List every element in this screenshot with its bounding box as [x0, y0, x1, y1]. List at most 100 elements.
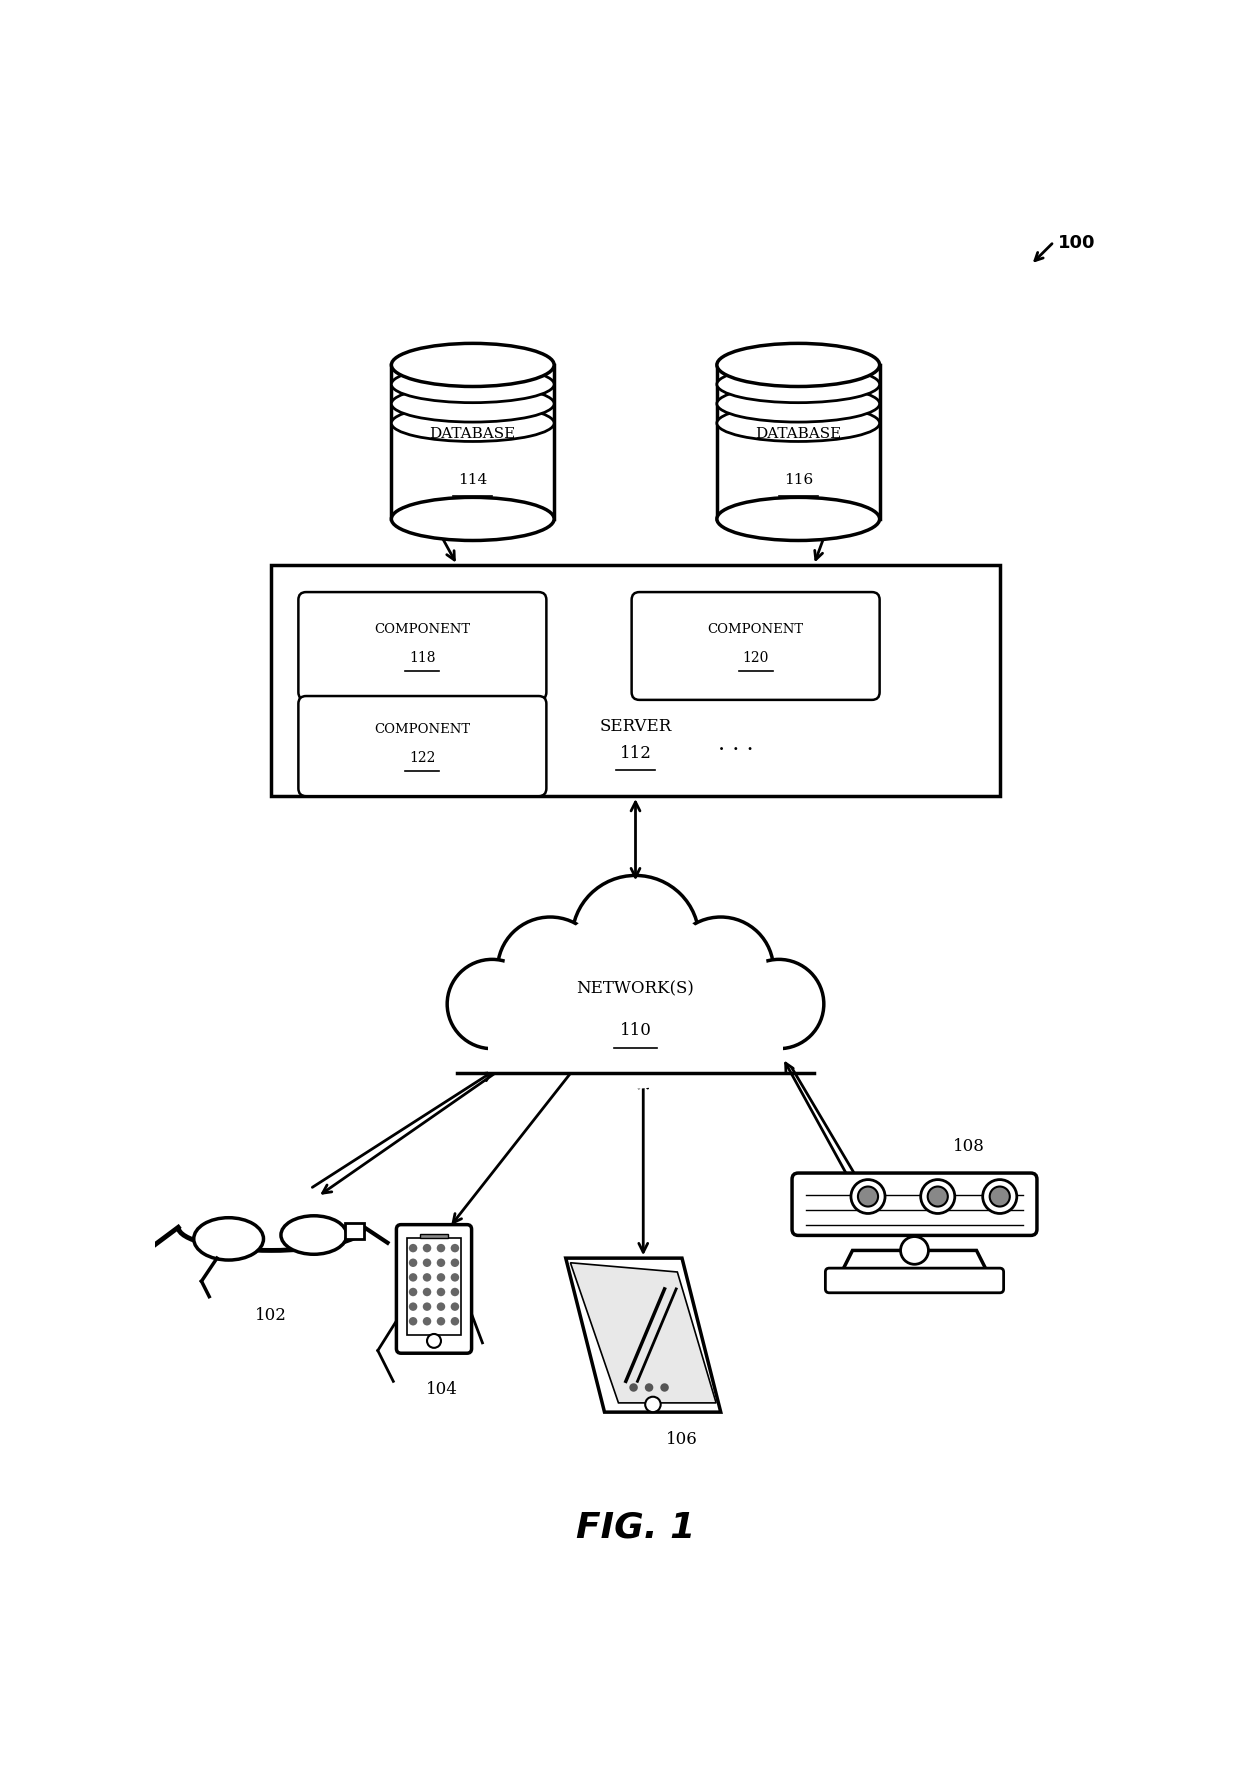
- Polygon shape: [565, 1258, 720, 1413]
- Bar: [420, 1233, 448, 1239]
- Ellipse shape: [193, 1217, 263, 1260]
- Polygon shape: [717, 364, 879, 519]
- Circle shape: [409, 1272, 418, 1281]
- Text: NETWORK(S): NETWORK(S): [577, 981, 694, 997]
- Circle shape: [423, 1244, 432, 1253]
- Polygon shape: [345, 1224, 365, 1239]
- Ellipse shape: [392, 405, 554, 441]
- Circle shape: [450, 1288, 459, 1295]
- Circle shape: [503, 924, 596, 1015]
- Circle shape: [645, 1397, 661, 1413]
- Circle shape: [739, 965, 818, 1043]
- Circle shape: [851, 1180, 885, 1214]
- Circle shape: [423, 1317, 432, 1326]
- Circle shape: [657, 976, 754, 1072]
- Circle shape: [675, 924, 768, 1015]
- Text: DATABASE: DATABASE: [755, 426, 842, 441]
- Circle shape: [523, 981, 608, 1064]
- Circle shape: [423, 1272, 432, 1281]
- Ellipse shape: [717, 405, 879, 441]
- Ellipse shape: [717, 366, 879, 403]
- Circle shape: [668, 917, 774, 1022]
- FancyBboxPatch shape: [299, 697, 547, 796]
- Circle shape: [409, 1288, 418, 1295]
- Ellipse shape: [392, 366, 554, 403]
- Circle shape: [436, 1272, 445, 1281]
- Circle shape: [448, 960, 537, 1048]
- Circle shape: [423, 1258, 432, 1267]
- Circle shape: [579, 883, 692, 993]
- Circle shape: [921, 1180, 955, 1214]
- FancyBboxPatch shape: [299, 592, 547, 700]
- Ellipse shape: [392, 498, 554, 540]
- Circle shape: [572, 876, 699, 1002]
- Ellipse shape: [281, 1215, 347, 1255]
- Circle shape: [858, 1187, 878, 1207]
- Text: . . .: . . .: [718, 732, 754, 755]
- Circle shape: [436, 1244, 445, 1253]
- Circle shape: [423, 1288, 432, 1295]
- Ellipse shape: [717, 386, 879, 423]
- Text: 116: 116: [784, 473, 813, 487]
- Circle shape: [497, 917, 603, 1022]
- Circle shape: [423, 1303, 432, 1311]
- Text: 104: 104: [425, 1381, 458, 1397]
- FancyBboxPatch shape: [826, 1269, 1003, 1294]
- Circle shape: [427, 1335, 441, 1347]
- Text: COMPONENT: COMPONENT: [708, 622, 804, 636]
- FancyBboxPatch shape: [631, 592, 879, 700]
- Text: 114: 114: [458, 473, 487, 487]
- Text: 122: 122: [409, 750, 435, 764]
- Circle shape: [982, 1180, 1017, 1214]
- Circle shape: [629, 1383, 637, 1391]
- Text: 108: 108: [954, 1137, 985, 1155]
- FancyBboxPatch shape: [397, 1224, 471, 1354]
- Circle shape: [450, 1303, 459, 1311]
- Circle shape: [450, 1317, 459, 1326]
- Bar: [272, 565, 999, 796]
- Circle shape: [450, 1244, 459, 1253]
- Circle shape: [518, 976, 614, 1072]
- Circle shape: [436, 1303, 445, 1311]
- Circle shape: [645, 1383, 653, 1391]
- Circle shape: [453, 965, 532, 1043]
- Circle shape: [436, 1317, 445, 1326]
- Polygon shape: [570, 1263, 717, 1402]
- Text: 102: 102: [255, 1308, 288, 1324]
- Circle shape: [928, 1187, 947, 1207]
- Circle shape: [900, 1237, 929, 1263]
- Circle shape: [450, 1258, 459, 1267]
- Circle shape: [543, 904, 729, 1089]
- Text: 106: 106: [666, 1430, 698, 1448]
- Circle shape: [660, 1383, 668, 1391]
- Circle shape: [409, 1303, 418, 1311]
- Circle shape: [450, 1272, 459, 1281]
- Ellipse shape: [717, 343, 879, 386]
- Ellipse shape: [392, 343, 554, 386]
- Text: DATABASE: DATABASE: [429, 426, 516, 441]
- Circle shape: [663, 981, 748, 1064]
- Circle shape: [436, 1258, 445, 1267]
- Bar: [489, 997, 782, 1073]
- FancyBboxPatch shape: [792, 1173, 1037, 1235]
- Circle shape: [436, 1288, 445, 1295]
- Circle shape: [409, 1258, 418, 1267]
- Polygon shape: [837, 1251, 992, 1281]
- Text: COMPONENT: COMPONENT: [374, 622, 470, 636]
- Text: 112: 112: [620, 745, 651, 762]
- Text: 120: 120: [743, 650, 769, 665]
- Circle shape: [409, 1244, 418, 1253]
- Text: 100: 100: [1058, 235, 1095, 252]
- Circle shape: [734, 960, 823, 1048]
- Text: 118: 118: [409, 650, 435, 665]
- Text: FIG. 1: FIG. 1: [575, 1510, 696, 1544]
- Ellipse shape: [392, 386, 554, 423]
- Circle shape: [585, 981, 686, 1080]
- Circle shape: [591, 986, 680, 1075]
- Polygon shape: [392, 364, 554, 519]
- Bar: [407, 1239, 461, 1335]
- Text: 110: 110: [620, 1022, 651, 1040]
- Circle shape: [990, 1187, 1009, 1207]
- Text: COMPONENT: COMPONENT: [374, 723, 470, 736]
- Circle shape: [409, 1317, 418, 1326]
